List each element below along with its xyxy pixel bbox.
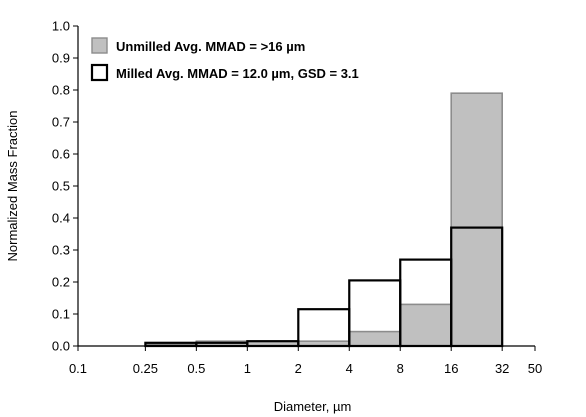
x-tick-label-6: 8 xyxy=(397,361,404,376)
x-tick-label-7: 16 xyxy=(444,361,458,376)
unmilled-bar-4 xyxy=(348,330,402,347)
ticks-layer: 0.0 0.1 0.2 0.3 0.4 0.5 0.6 0.7 0.8 0.9 1.0 0.1 0.25… xyxy=(52,19,542,377)
unmilled-bar-6 xyxy=(450,92,503,347)
x-tick-label-3: 1 xyxy=(244,361,251,376)
legend: Unmilled Avg. MMAD = >16 µm Milled Avg. M… xyxy=(90,37,359,82)
unmilled-bar-5 xyxy=(399,303,453,347)
y-tick-label-8: 0.8 xyxy=(52,83,70,98)
y-tick-label-7: 0.7 xyxy=(52,115,70,130)
y-tick-label-6: 0.6 xyxy=(52,147,70,162)
y-tick-label-4: 0.4 xyxy=(52,211,70,226)
x-tick-label-0: 0.1 xyxy=(69,361,87,376)
y-tick-label-3: 0.3 xyxy=(52,243,70,258)
x-tick-label-9: 50 xyxy=(528,361,542,376)
y-tick-label-0: 0.0 xyxy=(52,339,70,354)
legend-swatch-1 xyxy=(90,63,109,82)
y-tick-label-5: 0.5 xyxy=(52,179,70,194)
legend-label-1: Milled Avg. MMAD = 12.0 µm, GSD = 3.1 xyxy=(116,66,359,81)
legend-label-0: Unmilled Avg. MMAD = >16 µm xyxy=(116,39,305,54)
x-tick-label-8: 32 xyxy=(495,361,509,376)
x-tick-label-1: 0.25 xyxy=(133,361,158,376)
y-tick-label-10: 1.0 xyxy=(52,19,70,34)
x-axis-label: Diameter, µm xyxy=(274,399,352,414)
y-tick-label-2: 0.2 xyxy=(52,275,70,290)
bars-layer xyxy=(144,92,504,348)
y-axis-label: Normalized Mass Fraction xyxy=(5,111,20,262)
y-tick-label-1: 0.1 xyxy=(52,307,70,322)
x-tick-label-5: 4 xyxy=(346,361,353,376)
y-tick-label-9: 0.9 xyxy=(52,51,70,66)
x-tick-label-4: 2 xyxy=(295,361,302,376)
legend-swatch-0 xyxy=(91,37,108,54)
x-tick-label-2: 0.5 xyxy=(187,361,205,376)
